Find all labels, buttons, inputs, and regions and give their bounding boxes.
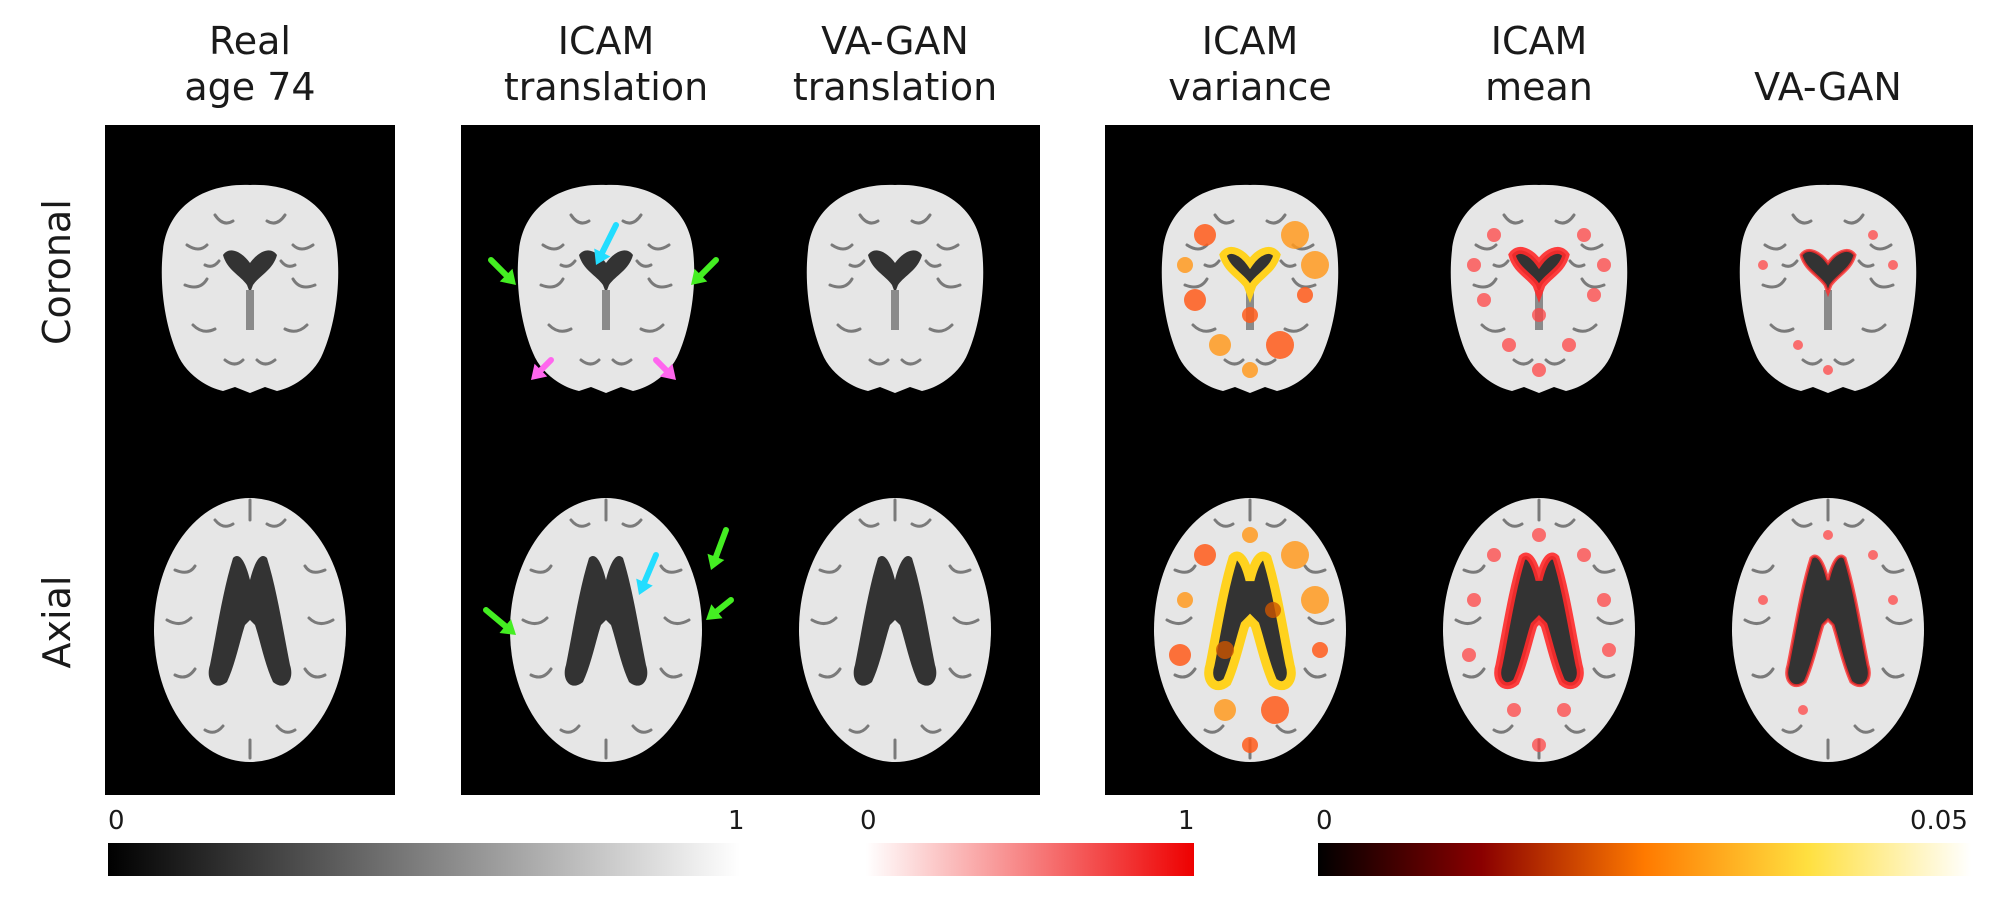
red-colorbar <box>866 843 1194 876</box>
magenta-arrow-icon <box>653 357 676 380</box>
grayscale-colorbar-min-label: 0 <box>108 806 125 836</box>
column-title-icam-translation: ICAM translation <box>503 19 709 109</box>
brain-panel-coronal-4 <box>1105 125 1395 460</box>
brain-panel-axial-3 <box>750 460 1040 795</box>
cyan-arrow-icon <box>636 552 659 595</box>
row-label-coronal: Coronal <box>35 199 79 345</box>
red-colorbar-min-label: 0 <box>860 806 877 836</box>
cyan-arrow-icon <box>594 222 619 265</box>
green-arrow-icon <box>488 257 516 285</box>
brain-panel-axial-6 <box>1683 460 1973 795</box>
grayscale-colorbar-max-label: 1 <box>728 806 745 836</box>
hot-colorbar-min-label: 0 <box>1316 806 1333 836</box>
row-label-axial: Axial <box>35 575 79 669</box>
magenta-arrow-icon <box>531 357 554 380</box>
column-title-vagan-translation: VA-GAN translation <box>792 19 998 109</box>
brain-panel-coronal-2 <box>461 125 751 460</box>
hot-colorbar-max-label: 0.05 <box>1910 806 1968 836</box>
column-title-icam-variance: ICAM variance <box>1168 19 1332 109</box>
column-title-real: Real age 74 <box>184 19 316 109</box>
brain-panel-coronal-3 <box>750 125 1040 460</box>
brain-panel-coronal-5 <box>1394 125 1684 460</box>
column-title-vagan: VA-GAN <box>1754 65 1902 109</box>
green-arrow-icon <box>707 527 729 570</box>
brain-panel-axial-4 <box>1105 460 1395 795</box>
grayscale-colorbar <box>108 843 740 876</box>
brain-panel-axial-5 <box>1394 460 1684 795</box>
column-title-icam-mean: ICAM mean <box>1485 19 1593 109</box>
hot-colorbar <box>1318 843 1971 876</box>
brain-panel-axial-2 <box>461 460 751 795</box>
brain-panel-axial-1 <box>105 460 395 795</box>
green-arrow-icon <box>691 257 719 285</box>
brain-panel-coronal-6 <box>1683 125 1973 460</box>
green-arrow-icon <box>706 597 734 620</box>
green-arrow-icon <box>483 607 516 635</box>
red-colorbar-max-label: 1 <box>1178 806 1195 836</box>
brain-panel-coronal-1 <box>105 125 395 460</box>
